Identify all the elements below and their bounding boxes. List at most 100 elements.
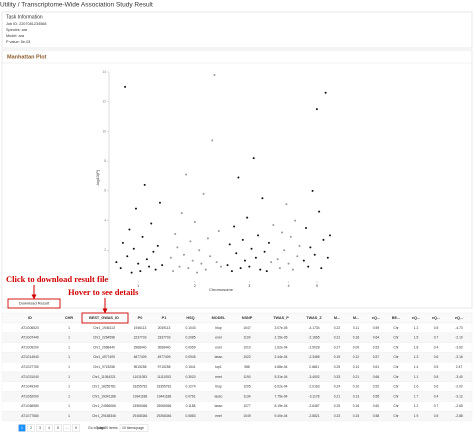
table-cell: 0.58	[373, 414, 380, 418]
table-cell: 0.21	[353, 375, 360, 379]
table-cell: Chr	[393, 365, 399, 369]
page-number[interactable]: 9	[75, 426, 77, 430]
page-number[interactable]: 3	[39, 426, 41, 430]
column-header[interactable]: BEST_GWAS_ID	[89, 316, 119, 320]
point	[318, 210, 321, 213]
table-row	[1, 352, 473, 363]
y-tick-label: 14	[102, 70, 106, 74]
column-header[interactable]: eQ...	[412, 316, 420, 320]
table-cell: 2237703	[134, 336, 147, 340]
page-number[interactable]: 5	[57, 426, 59, 430]
column-header[interactable]: P0	[138, 316, 143, 320]
table-cell: lasso	[215, 394, 223, 398]
point	[191, 259, 194, 262]
page-button[interactable]	[45, 424, 53, 432]
table-cell: 0.66	[373, 375, 380, 379]
point	[281, 231, 284, 234]
column-header[interactable]: eQ...	[455, 316, 463, 320]
table-cell: 11111053	[157, 375, 171, 379]
page-number[interactable]: ...	[66, 426, 69, 430]
table-cell: 1.4	[414, 365, 419, 369]
table-cell: 29168346	[133, 414, 148, 418]
point	[237, 176, 240, 179]
table-cell: 0.60	[373, 404, 380, 408]
point	[156, 244, 159, 247]
table-cell: 0.1274	[185, 385, 195, 389]
column-header[interactable]: eQ...	[432, 316, 440, 320]
point	[211, 139, 214, 142]
column-header[interactable]: BE...	[392, 316, 400, 320]
table-cell: 3.07e-05	[274, 326, 287, 330]
page-button[interactable]	[36, 424, 44, 432]
table-cell: 0.2085	[185, 336, 195, 340]
table-cell: 2337703	[158, 336, 171, 340]
point	[172, 270, 175, 273]
breadcrumb: Utility / Transcriptome-Wide Association…	[0, 2, 153, 9]
table-cell: 0.59	[373, 326, 380, 330]
task-line: Model: ara	[6, 34, 25, 38]
point	[263, 250, 266, 253]
page-number[interactable]: 4	[48, 426, 50, 430]
column-header[interactable]: eQ...	[372, 316, 380, 320]
download-button[interactable]	[7, 298, 61, 309]
table-cell: 0.27	[334, 345, 341, 349]
column-header[interactable]: ID	[28, 316, 32, 320]
table-cell: 0.14	[353, 365, 360, 369]
table-cell: 0.5	[434, 365, 439, 369]
column-header[interactable]: M...	[334, 316, 340, 320]
page-button[interactable]	[54, 424, 62, 432]
page-size-select[interactable]	[119, 424, 149, 432]
table-cell: Chr	[393, 375, 399, 379]
point	[158, 201, 161, 204]
table-cell: Chr1_29168346	[92, 414, 116, 418]
table-cell: 0.7	[434, 404, 439, 408]
point	[246, 216, 249, 219]
page-size[interactable]: 10 items/page	[122, 426, 144, 430]
table-cell: enet	[215, 414, 222, 418]
point	[209, 255, 212, 258]
page-button[interactable]	[72, 424, 80, 432]
table-cell: 18355781	[157, 385, 172, 389]
table-cell: AT1G31040	[21, 375, 39, 379]
table-cell: -3.16	[455, 355, 463, 359]
column-header[interactable]: M...	[353, 316, 359, 320]
column-header[interactable]: CHR	[65, 316, 73, 320]
point	[182, 253, 185, 256]
table-cell: Chr	[393, 394, 399, 398]
column-header[interactable]: NSNP	[242, 316, 253, 320]
point	[309, 246, 312, 249]
point	[148, 265, 151, 268]
column-header[interactable]: TWAS_Z	[306, 316, 322, 320]
table-cell: 1.1	[414, 375, 419, 379]
column-header[interactable]: P1	[162, 316, 167, 320]
download-button-label[interactable]: Download Result	[19, 301, 50, 306]
point	[320, 267, 323, 270]
point	[265, 270, 268, 273]
point	[267, 241, 270, 244]
point	[152, 250, 155, 253]
table-cell: 0.0945	[185, 355, 195, 359]
point	[215, 261, 218, 264]
page-number[interactable]: 1	[21, 426, 23, 430]
page-button[interactable]	[18, 424, 26, 432]
point	[305, 227, 308, 229]
table-cell: -3.12	[455, 394, 463, 398]
point	[206, 237, 209, 240]
point	[150, 222, 153, 225]
table-cell: Chr1_2264598	[93, 336, 115, 340]
point	[189, 240, 192, 243]
table-cell: Chr1_24966066	[92, 404, 116, 408]
page-number[interactable]: 2	[30, 426, 32, 430]
point	[324, 91, 327, 94]
column-header[interactable]: TWAS_P	[273, 316, 289, 320]
page-button[interactable]	[63, 424, 71, 432]
table-cell: 0.52	[373, 385, 380, 389]
table-cell: 0.57	[373, 355, 380, 359]
column-header[interactable]: HSQ	[186, 316, 194, 320]
table-row	[1, 362, 473, 373]
column-header[interactable]: MODEL	[212, 316, 226, 320]
point	[254, 256, 257, 259]
table-row	[1, 401, 473, 412]
page-button[interactable]	[27, 424, 35, 432]
point	[296, 255, 299, 258]
